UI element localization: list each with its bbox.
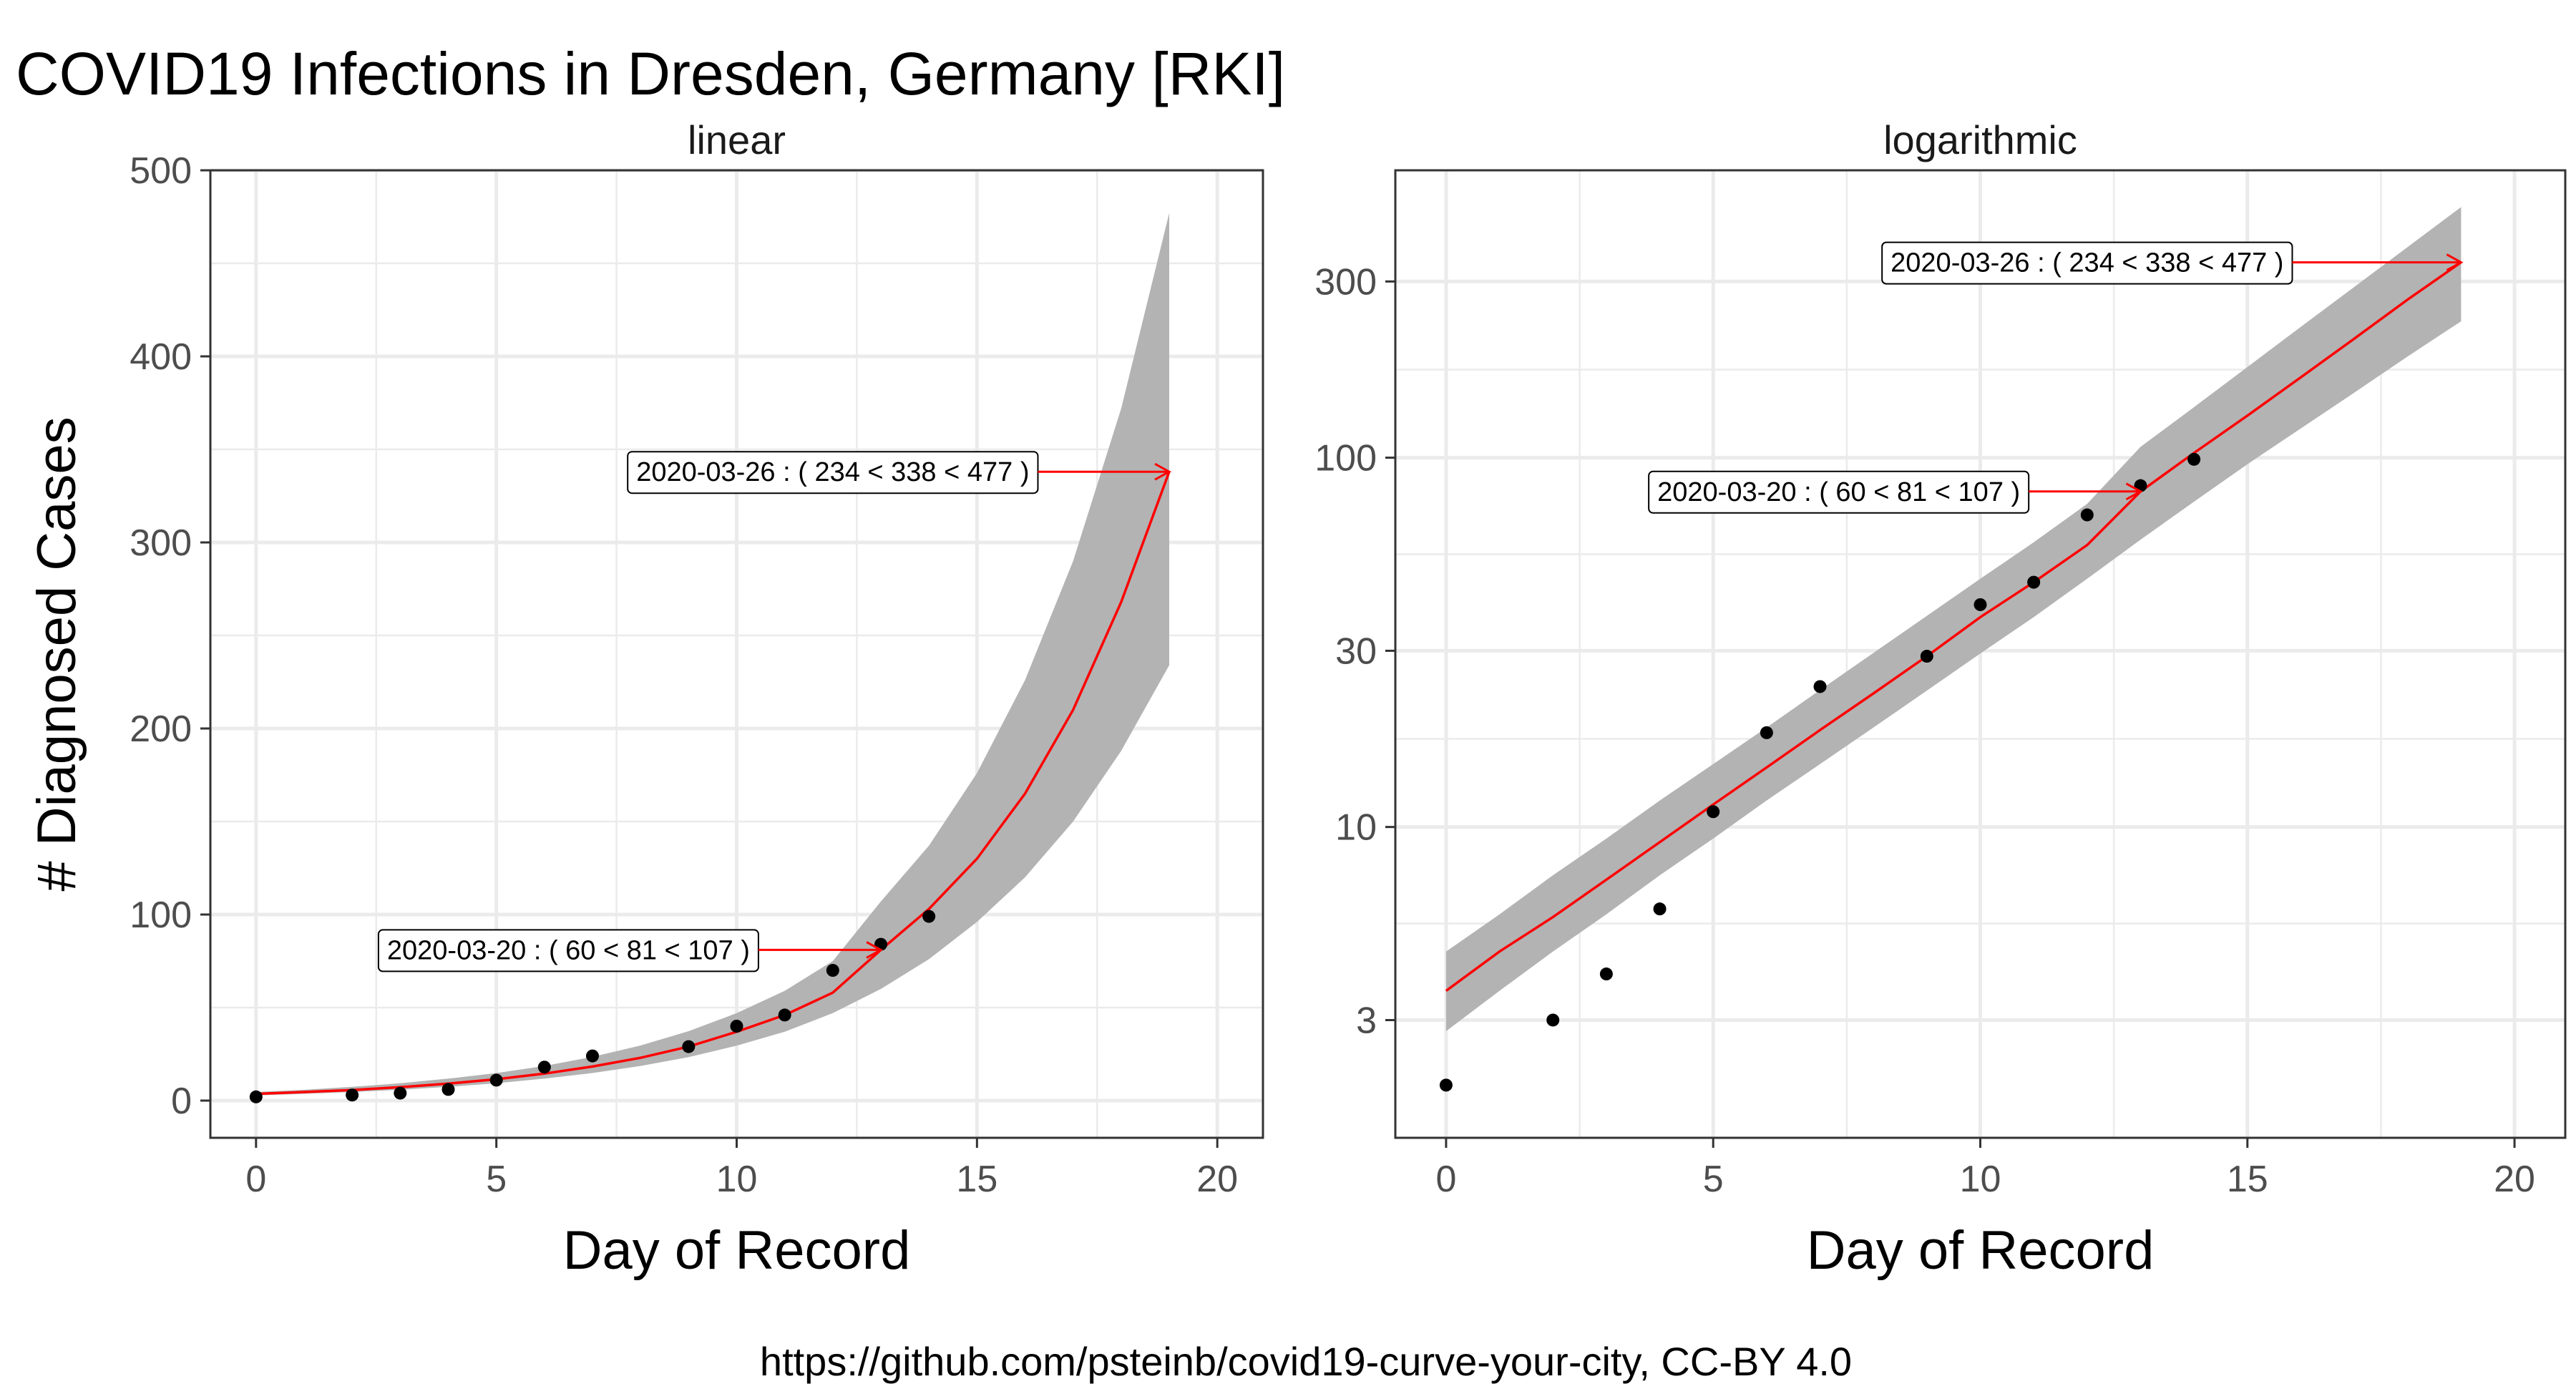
annotation-arrowhead	[2446, 253, 2464, 271]
data-point	[441, 1083, 455, 1096]
x-axis-title: Day of Record	[563, 1220, 911, 1281]
data-point	[1707, 805, 1720, 819]
y-axis-title: # Diagnosed Cases	[26, 416, 87, 891]
data-point	[2080, 508, 2094, 522]
confidence-ribbon	[255, 213, 1169, 1096]
x-tick-label: 20	[1196, 1159, 1238, 1200]
data-point	[394, 1086, 407, 1100]
confidence-ribbon	[1445, 207, 2462, 1031]
data-point	[1439, 1078, 1453, 1092]
x-tick-label: 15	[2227, 1159, 2268, 1200]
x-tick-label: 5	[1703, 1159, 1724, 1200]
data-point	[1599, 967, 1613, 981]
y-tick-label: 0	[171, 1081, 192, 1122]
x-tick-label: 0	[245, 1159, 266, 1200]
annotation-arrowhead	[1154, 462, 1172, 481]
data-point	[1546, 1013, 1560, 1027]
chart-title: COVID19 Infections in Dresden, Germany […	[16, 40, 1285, 107]
fit-line	[1445, 261, 2462, 993]
x-tick-label: 15	[956, 1159, 997, 1200]
data-point	[826, 964, 839, 977]
y-tick-label: 300	[1314, 261, 1377, 303]
data-point	[1760, 726, 1773, 739]
x-tick-label: 10	[1960, 1159, 2001, 1200]
facet-strip-label: logarithmic	[1883, 117, 2077, 162]
x-tick-label: 0	[1435, 1159, 1456, 1200]
x-tick-label: 10	[716, 1159, 758, 1200]
data-point	[922, 910, 936, 923]
y-tick-label: 3	[1356, 1000, 1377, 1041]
annotation-arrowhead	[2125, 482, 2143, 501]
x-axis-title: Day of Record	[1807, 1220, 2155, 1281]
y-tick-label: 500	[130, 150, 192, 192]
data-point	[249, 1090, 263, 1103]
data-point	[585, 1049, 599, 1063]
data-point	[346, 1088, 359, 1102]
annotation-label: 2020-03-26 : ( 234 < 338 < 477 )	[636, 457, 1029, 487]
data-point	[2187, 452, 2201, 466]
chart-caption: https://github.com/psteinb/covid19-curve…	[760, 1339, 1852, 1384]
annotation-label: 2020-03-26 : ( 234 < 338 < 477 )	[1890, 248, 2283, 278]
data-point	[489, 1073, 503, 1087]
y-tick-label: 100	[130, 895, 192, 936]
y-tick-label: 100	[1314, 438, 1377, 479]
panel-linear: 2020-03-20 : ( 60 < 81 < 107 ) 2020-03-26…	[26, 117, 1264, 1281]
data-point	[1653, 902, 1667, 916]
annotation-label: 2020-03-20 : ( 60 < 81 < 107 )	[387, 935, 750, 965]
data-point	[730, 1020, 743, 1033]
data-point	[1920, 650, 1933, 663]
data-point	[1813, 680, 1827, 693]
panel-log: 2020-03-20 : ( 60 < 81 < 107 ) 2020-03-26…	[1314, 117, 2567, 1281]
data-point	[778, 1008, 791, 1022]
y-tick-label: 30	[1335, 630, 1377, 672]
data-point	[682, 1040, 696, 1053]
data-point	[537, 1061, 551, 1074]
y-tick-label: 200	[130, 708, 192, 750]
data-point	[1974, 598, 1987, 611]
annotation-label: 2020-03-20 : ( 60 < 81 < 107 )	[1657, 477, 2020, 507]
y-tick-label: 300	[130, 522, 192, 564]
y-tick-label: 400	[130, 336, 192, 378]
x-tick-label: 5	[486, 1159, 507, 1200]
facet-strip-label: linear	[688, 117, 786, 162]
y-tick-label: 10	[1335, 807, 1377, 849]
x-tick-label: 20	[2494, 1159, 2535, 1200]
data-point	[2027, 575, 2041, 589]
fit-line	[255, 471, 1171, 1096]
annotation-arrowhead	[866, 941, 884, 959]
